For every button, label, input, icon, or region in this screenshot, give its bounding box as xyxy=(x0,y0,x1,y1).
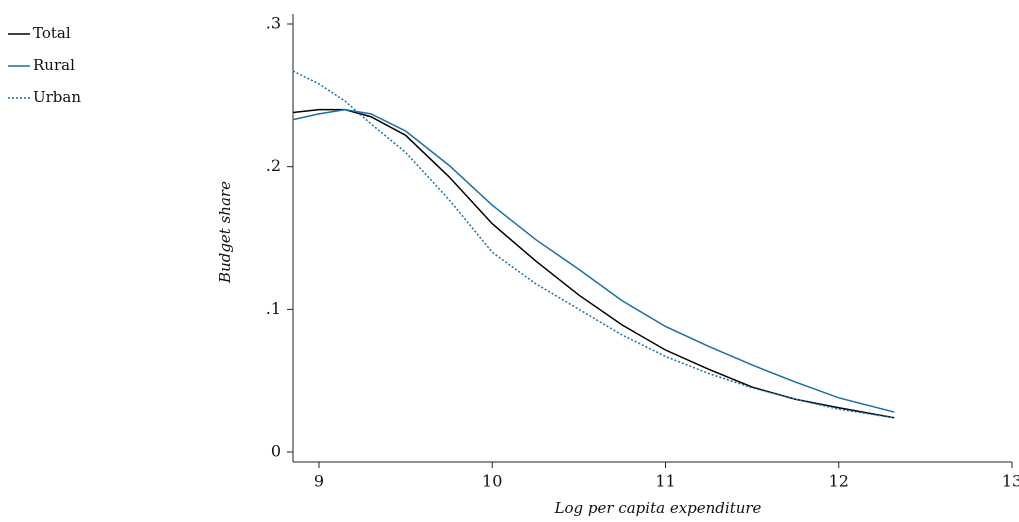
y-tick-label: 0 xyxy=(271,442,281,461)
legend-label: Total xyxy=(33,24,71,42)
y-tick-label: .2 xyxy=(266,156,281,175)
series-line xyxy=(292,70,895,419)
x-tick-label: 9 xyxy=(314,472,324,491)
x-tick-label: 12 xyxy=(829,472,849,491)
legend-label: Urban xyxy=(33,88,81,106)
y-tick-label: .1 xyxy=(266,299,281,318)
x-axis-title: Log per capita expenditure xyxy=(554,499,762,517)
y-tick-label: .3 xyxy=(266,14,281,33)
x-tick-label: 10 xyxy=(482,472,502,491)
x-tick-label: 11 xyxy=(655,472,675,491)
x-tick-label: 13 xyxy=(1002,472,1019,491)
series-line xyxy=(292,108,895,419)
y-axis-title: Budget share xyxy=(216,181,234,284)
legend-label: Rural xyxy=(33,56,75,74)
series-line xyxy=(292,108,895,413)
